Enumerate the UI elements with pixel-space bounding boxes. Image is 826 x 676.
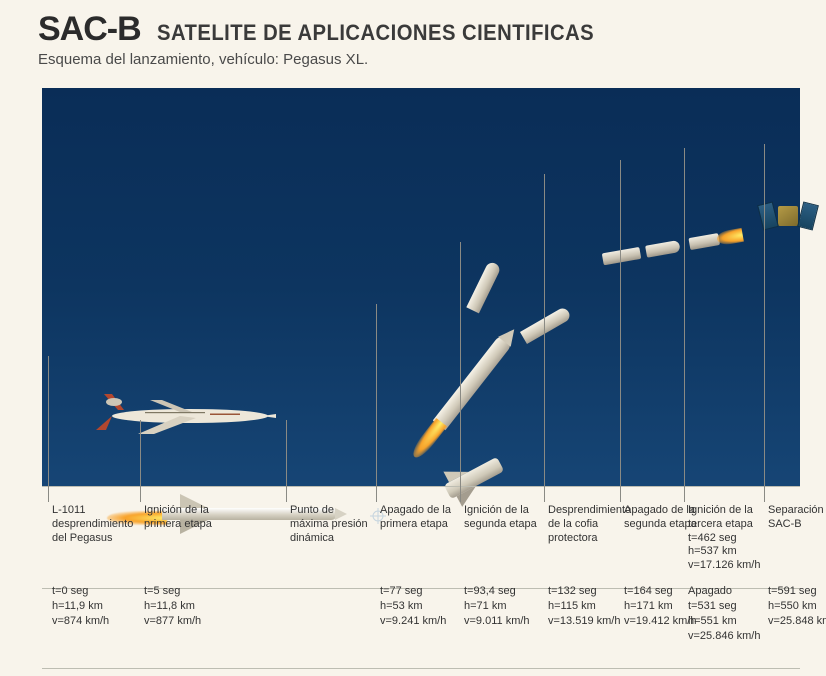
rocket-ascending bbox=[433, 334, 513, 431]
stage-column: Punto de máxima presión dinámica bbox=[290, 486, 370, 574]
stage-column: Separación del SAC-B t=591 seg h=550 km v… bbox=[768, 486, 826, 629]
aircraft-l1011 bbox=[90, 386, 280, 431]
flame-icon bbox=[409, 418, 447, 461]
fairing-half bbox=[520, 306, 572, 344]
divider bbox=[42, 668, 800, 669]
stage-label: L-1011 desprendimiento del Pegasus bbox=[52, 504, 132, 574]
stage-label: Ignición de la segunda etapa bbox=[464, 504, 544, 574]
title-row: SAC-B SATELITE DE APLICACIONES CIENTIFIC… bbox=[38, 10, 826, 49]
header: SAC-B SATELITE DE APLICACIONES CIENTIFIC… bbox=[0, 0, 826, 74]
stage-data: t=132 seg h=115 km v=13.519 km/h bbox=[548, 584, 628, 629]
stage-data: t=591 seg h=550 km v=25.848 km/h bbox=[768, 584, 826, 629]
stage-label: Apagado de la primera etapa bbox=[380, 504, 460, 574]
stage-data: t=77 seg h=53 km v=9.241 km/h bbox=[380, 584, 460, 629]
stage-column: Apagado de la primera etapa t=77 seg h=53… bbox=[380, 486, 460, 629]
stage-label: Ignición de la primera etapa bbox=[144, 504, 224, 574]
stage-label: Punto de máxima presión dinámica bbox=[290, 504, 370, 574]
stage-column: Ignición de la segunda etapa t=93,4 seg h… bbox=[464, 486, 544, 629]
stage-label: Separación del SAC-B bbox=[768, 504, 826, 574]
stage-label: Desprendimiento de la cofia protectora bbox=[548, 504, 628, 574]
flame-icon bbox=[716, 228, 744, 246]
stage-data: t=5 seg h=11,8 km v=877 km/h bbox=[144, 584, 224, 629]
sky-panel bbox=[42, 88, 800, 486]
header-description: Esquema del lanzamiento, vehículo: Pegas… bbox=[38, 51, 826, 68]
stage-guideline bbox=[544, 174, 545, 502]
title-subtitle: SATELITE DE APLICACIONES CIENTIFICAS bbox=[157, 20, 594, 46]
stage-data: t=93,4 seg h=71 km v=9.011 km/h bbox=[464, 584, 544, 629]
stage-guideline bbox=[620, 160, 621, 502]
stage-guideline bbox=[684, 148, 685, 502]
stage-guideline bbox=[460, 242, 461, 502]
stage-guideline bbox=[140, 420, 141, 502]
stage-data: t=0 seg h=11,9 km v=874 km/h bbox=[52, 584, 132, 629]
stage-column: L-1011 desprendimiento del Pegasus t=0 se… bbox=[52, 486, 132, 629]
satellite-sacb bbox=[778, 206, 798, 226]
stage-column: Desprendimiento de la cofia protectora t=… bbox=[548, 486, 628, 629]
fairing-half bbox=[466, 261, 501, 314]
stage-label: Ignición de la tercera etapa t=462 seg h… bbox=[688, 504, 762, 574]
stage-guideline bbox=[376, 304, 377, 502]
stage-column: Ignición de la primera etapa t=5 seg h=11… bbox=[144, 486, 224, 629]
stage-guideline bbox=[764, 144, 765, 502]
stage-guideline bbox=[48, 356, 49, 502]
stage-data: Apagado t=531 seg h=551 km v=25.846 km/h bbox=[688, 584, 762, 643]
title-main: SAC-B bbox=[38, 10, 141, 49]
stage-column: Ignición de la tercera etapa t=462 seg h… bbox=[688, 486, 762, 643]
stage-guideline bbox=[286, 420, 287, 502]
